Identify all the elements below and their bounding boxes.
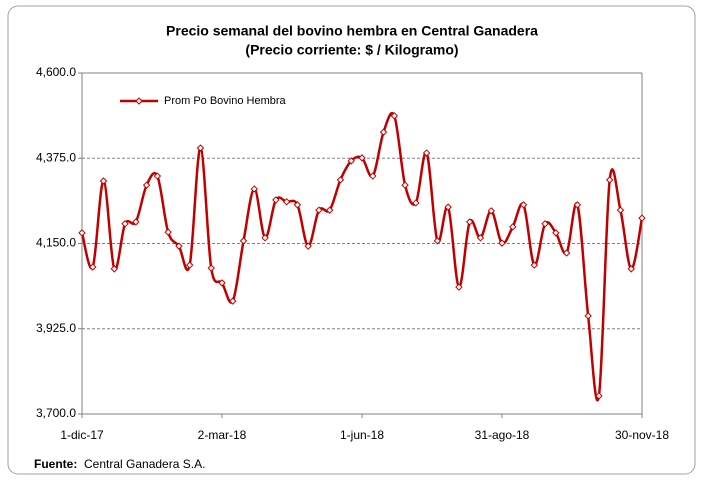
data-point (347, 157, 355, 165)
data-point (358, 154, 366, 162)
data-point (476, 234, 485, 242)
data-point (164, 228, 172, 236)
data-point (605, 176, 614, 184)
data-point (261, 234, 269, 242)
data-point (89, 263, 97, 271)
data-point (444, 203, 452, 211)
data-point (272, 196, 280, 204)
source: Central Ganadera S.A. (84, 457, 205, 471)
data-point (422, 149, 431, 157)
data-point (401, 181, 409, 189)
data-point (196, 144, 205, 152)
x-tick-label: 1-dic-17 (60, 428, 104, 442)
data-point (78, 229, 86, 237)
y-tick-label: 3,925.0 (36, 321, 76, 335)
data-point (530, 261, 539, 269)
data-point (595, 392, 603, 400)
data-point (369, 172, 377, 180)
data-point (110, 265, 119, 273)
data-point (315, 206, 323, 214)
data-point (455, 283, 463, 291)
data-point (153, 172, 162, 180)
data-point (465, 218, 474, 226)
source-label: Fuente: (34, 457, 77, 471)
x-tick-label: 30-nov-18 (615, 428, 669, 442)
data-point (509, 223, 517, 231)
data-point (487, 207, 495, 215)
chart-subtitle: (Precio corriente: $ / Kilogramo) (245, 42, 458, 58)
y-tick-label: 3,700.0 (36, 406, 76, 420)
data-point (584, 312, 592, 320)
data-point (175, 242, 183, 250)
data-point (412, 199, 420, 207)
data-point (390, 112, 399, 120)
data-point (616, 206, 625, 214)
x-tick-label: 31-ago-18 (475, 428, 530, 442)
data-point (185, 261, 194, 269)
data-point (562, 249, 571, 257)
data-point (627, 265, 635, 273)
data-point (541, 220, 549, 228)
data-point (132, 218, 140, 226)
y-tick-label: 4,150.0 (36, 236, 76, 250)
data-point (207, 264, 215, 272)
data-point (99, 177, 108, 185)
chart-frame (7, 5, 696, 475)
data-point (336, 176, 345, 184)
data-point (239, 237, 248, 245)
data-point (638, 214, 646, 222)
data-point (552, 229, 560, 237)
data-point (293, 201, 302, 209)
data-point (498, 239, 506, 247)
data-point (325, 206, 334, 214)
data-point (229, 297, 237, 305)
legend-marker (135, 97, 143, 105)
x-tick-label: 1-jun-18 (340, 428, 384, 442)
data-point (519, 201, 528, 209)
y-tick-label: 4,600.0 (36, 65, 76, 79)
data-point (573, 201, 582, 209)
data-point (218, 279, 226, 287)
data-point (250, 185, 259, 193)
data-point (142, 181, 151, 189)
data-point (304, 242, 312, 250)
legend-label: Prom Po Bovino Hembra (164, 95, 287, 107)
data-point (433, 237, 442, 245)
chart-title: Precio semanal del bovino hembra en Cent… (166, 23, 538, 39)
x-tick-label: 2-mar-18 (198, 428, 247, 442)
data-point (121, 220, 129, 228)
data-point (282, 198, 291, 206)
data-point (379, 128, 388, 136)
y-tick-label: 4,375.0 (36, 150, 76, 164)
